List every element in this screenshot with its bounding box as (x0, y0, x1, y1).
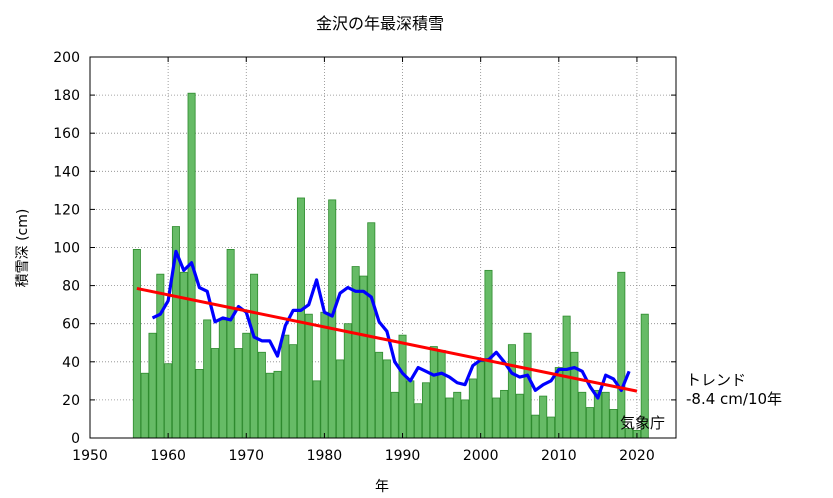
bar (289, 344, 298, 439)
bar (328, 199, 337, 439)
x-tick-label: 2020 (619, 448, 655, 464)
bar (539, 395, 548, 439)
bar (461, 399, 470, 439)
bar (421, 382, 430, 439)
y-tick-label: 160 (53, 126, 80, 142)
bar (234, 348, 243, 439)
y-tick-label: 200 (53, 50, 80, 66)
bar (312, 380, 321, 439)
bar (507, 344, 516, 439)
bar (304, 313, 313, 439)
bar (296, 197, 305, 439)
x-axis-label: 年 (375, 479, 389, 495)
bar (531, 414, 540, 439)
x-tick-label: 1980 (307, 448, 343, 464)
bar (203, 319, 212, 439)
bar (398, 334, 407, 439)
line-series (136, 249, 638, 400)
x-tick-label: 2010 (541, 448, 577, 464)
bar (257, 351, 266, 439)
bar (226, 249, 235, 439)
y-tick-label: 40 (62, 355, 80, 371)
bar (336, 359, 345, 439)
bar (437, 349, 446, 439)
y-tick-label: 80 (62, 279, 80, 295)
bar (156, 273, 165, 439)
bar (601, 391, 610, 439)
y-axis-label: 積雪深 (cm) (15, 208, 31, 288)
bar-series (132, 92, 649, 439)
bar (390, 391, 399, 439)
bar (320, 311, 329, 439)
y-tick-label: 20 (62, 393, 80, 409)
bar (554, 367, 563, 439)
trend-label: トレンド (686, 371, 747, 389)
bar (546, 416, 555, 439)
y-tick-label: 140 (53, 164, 80, 180)
y-tick-label: 0 (71, 431, 80, 447)
bar (343, 323, 352, 439)
bar (406, 380, 415, 439)
trend-annotation: トレンド -8.4 cm/10年 (686, 371, 782, 409)
bar (273, 370, 282, 439)
bar (140, 372, 149, 439)
bar (586, 407, 595, 439)
bar (195, 369, 204, 439)
bar (242, 332, 251, 439)
chart-title: 金沢の年最深積雪 (315, 14, 444, 33)
credit-label: 気象庁 (620, 414, 666, 432)
moving-average-line (151, 249, 631, 400)
bar (453, 391, 462, 439)
x-tick-label: 2000 (463, 448, 499, 464)
bar (148, 332, 157, 439)
bar (281, 334, 290, 439)
bar (429, 346, 438, 439)
bar (211, 348, 220, 439)
bar (523, 332, 532, 439)
bar (164, 363, 173, 439)
trend-line (136, 286, 638, 393)
bar (609, 409, 618, 439)
bar (367, 222, 376, 439)
x-axis: 1950 1960 1970 1980 1990 2000 2010 2020 (72, 57, 655, 464)
bar (250, 273, 259, 439)
bar (492, 397, 501, 439)
grid-lines (90, 57, 676, 438)
bar (570, 351, 579, 439)
bar (445, 397, 454, 439)
bar (500, 389, 509, 439)
y-tick-label: 60 (62, 317, 80, 333)
y-tick-label: 180 (53, 88, 80, 104)
x-tick-label: 1990 (385, 448, 421, 464)
bar (132, 249, 141, 439)
y-axis: 0 20 40 60 80 100 120 140 160 180 200 (53, 50, 676, 447)
y-tick-label: 120 (53, 202, 80, 218)
bar (359, 275, 368, 439)
bar (515, 393, 524, 439)
bar (218, 319, 227, 439)
bar (375, 351, 384, 439)
x-tick-label: 1970 (228, 448, 264, 464)
x-tick-label: 1960 (150, 448, 186, 464)
bar (382, 359, 391, 439)
bar (414, 403, 423, 439)
bar (265, 372, 274, 439)
bar (578, 391, 587, 439)
trend-value: -8.4 cm/10年 (686, 390, 783, 408)
bar (484, 269, 493, 439)
bar (476, 361, 485, 439)
bar (468, 378, 477, 439)
y-tick-label: 100 (53, 241, 80, 257)
x-tick-label: 1950 (72, 448, 108, 464)
